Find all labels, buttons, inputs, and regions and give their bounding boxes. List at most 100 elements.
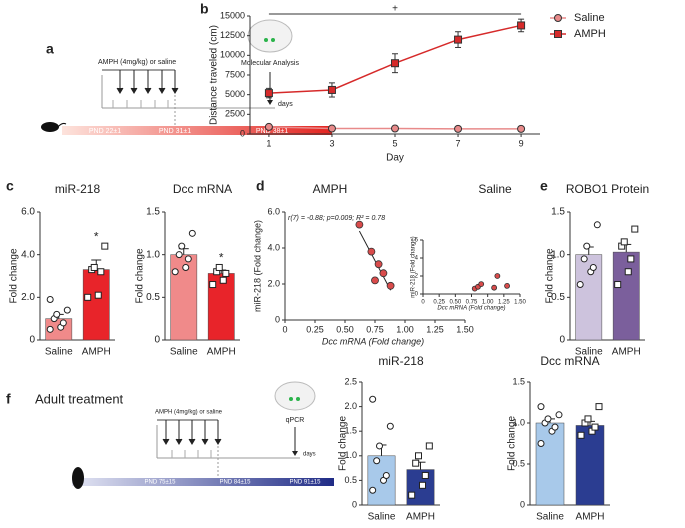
x-tick-label: 0.50 [449,299,461,305]
brain-dot [296,397,300,401]
x-tick-label: 9 [519,139,524,149]
y-tick-label: 0 [415,292,419,298]
age-bar [72,478,334,486]
data-point [537,440,545,447]
data-point [421,471,429,479]
y-tick-label: 0 [29,335,35,346]
data-point [544,415,552,423]
timeline-title: Adult treatment [35,391,124,406]
data-point [175,251,183,259]
pnd-label: PND 84±15 [220,480,252,486]
y-tick-label: 4.0 [21,249,35,260]
data-point [46,325,54,333]
x-tick-label: 1.50 [456,325,474,335]
x-tick-label: Saline [368,512,396,523]
x-tick-label: 1.00 [482,299,494,305]
scatter-point [494,273,501,279]
y-tick-label: 0 [275,314,280,324]
data-point [593,221,601,229]
x-tick-label: 0.75 [366,325,384,335]
data-point [63,306,71,314]
point [454,35,463,44]
endpoint-label: Molecular Analysis [241,60,299,67]
scatter-point [371,276,379,285]
data-point [46,295,54,303]
x-tick-label: Saline [536,512,564,523]
data-point [624,268,632,276]
chart-title: AMPH [313,182,348,196]
y-tick-label: 4 [415,256,419,262]
scatter-point [386,281,395,290]
treatment-label: AMPH (4mg/kg) or saline [155,410,223,416]
data-point [53,310,61,318]
stats-annotation: r(7) = -0.88; p=0.009; R² = 0.78 [288,215,385,222]
y-tick-label: 1.0 [146,249,160,260]
mouse-icon [72,467,84,489]
data-point [90,263,98,271]
y-tick-label: 1.0 [551,249,565,260]
y-tick-label: 6.0 [267,206,280,216]
scatter-point [367,247,376,256]
x-tick-label: 1.25 [426,325,444,335]
y-tick-label: 0 [240,128,245,138]
chart-title: miR-218 [378,354,424,368]
day-ticks [112,100,169,108]
x-tick-label: 0.75 [466,299,478,305]
arrow-head [292,451,298,456]
y-axis-label: miR-218 (Fold change) [411,236,417,297]
y-tick-label: 0.5 [344,475,357,485]
data-point [373,457,381,465]
bar [612,251,640,341]
panel-label: e [540,178,548,194]
y-tick-label: 1.0 [512,417,525,427]
y-axis-label: miR-218 (Fold change) [252,220,262,312]
brain-dot [271,38,275,42]
y-tick-label: 6 [415,238,419,244]
annotation: + [392,4,398,15]
x-tick-label: AMPH [82,347,111,358]
y-tick-label: 2500 [225,109,245,119]
y-tick-label: 0 [352,499,357,509]
trend-line [358,230,392,291]
data-point [595,403,603,411]
y-tick-label: 1.0 [344,450,357,460]
significance-label: * [94,229,99,243]
point [327,124,336,133]
x-tick-label: 7 [456,139,461,149]
bar [82,269,110,341]
y-tick-label: 1.5 [551,207,565,218]
panel-label: f [6,391,11,407]
pnd-label: PND 31±1 [159,128,191,135]
data-point [576,281,584,289]
bar [575,254,603,341]
y-tick-label: 10000 [220,50,245,60]
scatter-point [374,260,383,269]
y-tick-label: 6.0 [21,207,35,218]
data-point [59,319,67,327]
unit-label: days [303,452,316,458]
data-point [580,255,588,263]
data-point [425,442,433,450]
data-point [386,422,394,430]
data-point [583,242,591,250]
panel-label: b [200,1,209,17]
data-point [376,442,383,450]
legend-label: AMPH [574,28,606,40]
x-tick-label: AMPH [576,512,605,523]
pnd-label: PND 38±1 [256,128,288,135]
x-tick-label: AMPH [612,347,641,358]
legend-marker [554,30,562,38]
mouse-icon [41,122,59,132]
treatment-label: AMPH (4mg/kg) or saline [98,59,176,66]
data-point [537,403,545,411]
day-ticks [171,450,212,458]
data-point [412,459,420,467]
data-point [408,491,416,499]
chart-title: ROBO1 Protein [566,182,649,196]
x-tick-label: 0.25 [306,325,324,335]
data-point [369,395,377,403]
point [391,124,399,133]
point [517,124,526,133]
data-point [591,423,599,431]
data-point [209,281,217,289]
